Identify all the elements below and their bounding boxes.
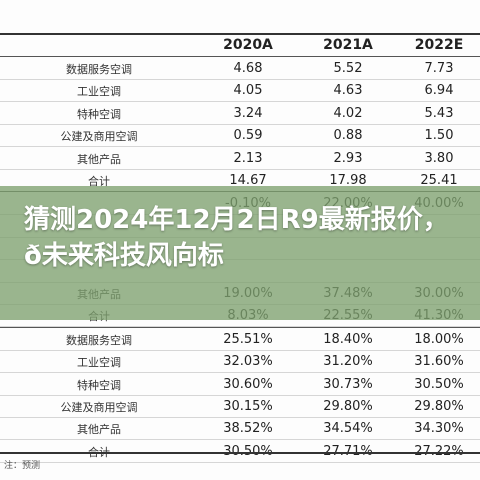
table-cell: 38.52% — [223, 421, 273, 437]
table-bottom-rule — [0, 452, 480, 454]
table-cell: 5.43 — [424, 105, 454, 121]
table-row: 合计30.50%27.71%27.22% — [0, 440, 480, 463]
table-cell: 27.71% — [298, 444, 398, 459]
table-cell: 5.52 — [333, 61, 363, 76]
table-cell: 7.73 — [424, 61, 454, 76]
table-cell: 18.40% — [323, 331, 373, 347]
row-label: 公建及商用空调 — [60, 401, 138, 414]
table-row: 数据服务空调 25.51% 18.40% 18.00% — [0, 328, 480, 351]
header-2022e: 2022E — [414, 37, 464, 53]
table-header-row: 2020A 2021A 2022E — [0, 34, 480, 56]
row-label: 特种空调 — [77, 107, 121, 121]
table-cell: 17.98 — [329, 173, 367, 188]
header-2020a: 2020A — [223, 37, 273, 53]
table-cell: 3.80 — [424, 150, 454, 166]
table-row: 公建及商用空调 30.15% 29.80% 29.80% — [0, 395, 480, 418]
header-2021a: 2021A — [323, 37, 373, 53]
table-cell: 4.68 — [233, 61, 263, 76]
row-label: 合计 — [88, 175, 110, 188]
table-row: 其他产品 38.52% 34.54% 34.30% — [0, 417, 480, 441]
banner-title: 猜测2024年12月2日R9最新报价，ð未来科技风向标 — [24, 205, 449, 271]
table-cell: 30.50% — [414, 376, 464, 392]
row-label: 工业空调 — [77, 356, 121, 370]
table-cell: 32.03% — [223, 354, 273, 370]
table-cell: 14.67 — [229, 173, 267, 188]
table-row: 其他产品 2.13 2.93 3.80 — [0, 147, 480, 170]
table-cell: 4.05 — [233, 83, 263, 99]
table-row: 工业空调 4.05 4.63 6.94 — [0, 79, 480, 103]
table-row: 特种空调 3.24 4.02 5.43 — [0, 102, 480, 125]
header-bottom-rule — [0, 56, 480, 57]
table-cell: 2.93 — [333, 150, 363, 166]
row-label: 工业空调 — [77, 85, 121, 99]
table-top-rule — [0, 33, 480, 35]
table-cell: 31.60% — [414, 354, 464, 370]
table-row: 公建及商用空调 0.59 0.88 1.50 — [0, 124, 480, 148]
table-cell: 25.41 — [420, 173, 458, 188]
row-label: 数据服务空调 — [66, 63, 132, 76]
table-cell: 30.60% — [223, 376, 273, 392]
table-row: 特种空调 30.60% 30.73% 30.50% — [0, 373, 480, 396]
table-cell: 0.59 — [233, 128, 263, 144]
table-cell: 30.50% — [198, 444, 298, 459]
table-cell: 31.20% — [323, 354, 373, 370]
table-cell: 30.15% — [223, 399, 273, 414]
table-cell: 25.51% — [223, 331, 273, 347]
table-cell: 18.00% — [414, 331, 464, 347]
row-label: 数据服务空调 — [66, 333, 132, 347]
table-cell: 2.13 — [233, 150, 263, 166]
table-cell: 29.80% — [323, 399, 373, 414]
row-label: 特种空调 — [77, 378, 121, 392]
table-cell: 1.50 — [424, 128, 454, 144]
table-row: 数据服务空调 4.68 5.52 7.73 — [0, 57, 480, 80]
table-cell: 4.63 — [333, 83, 363, 99]
table-cell: 27.22% — [398, 444, 480, 459]
row-label: 其他产品 — [77, 152, 121, 166]
section-divider — [0, 326, 480, 328]
title-banner — [0, 186, 480, 320]
table-cell: 29.80% — [414, 399, 464, 414]
table-cell: 6.94 — [424, 83, 454, 99]
table-cell: 30.73% — [323, 376, 373, 392]
row-label: 其他产品 — [77, 423, 121, 437]
row-label: 公建及商用空调 — [60, 130, 138, 144]
table-cell: 34.30% — [414, 421, 464, 437]
table-cell: 3.24 — [233, 105, 263, 121]
table-cell: 4.02 — [333, 105, 363, 121]
table-row: 工业空调 32.03% 31.20% 31.60% — [0, 350, 480, 374]
footnote: 注：预测 — [4, 461, 41, 471]
table-cell: 0.88 — [333, 128, 363, 144]
table-cell: 34.54% — [323, 421, 373, 437]
